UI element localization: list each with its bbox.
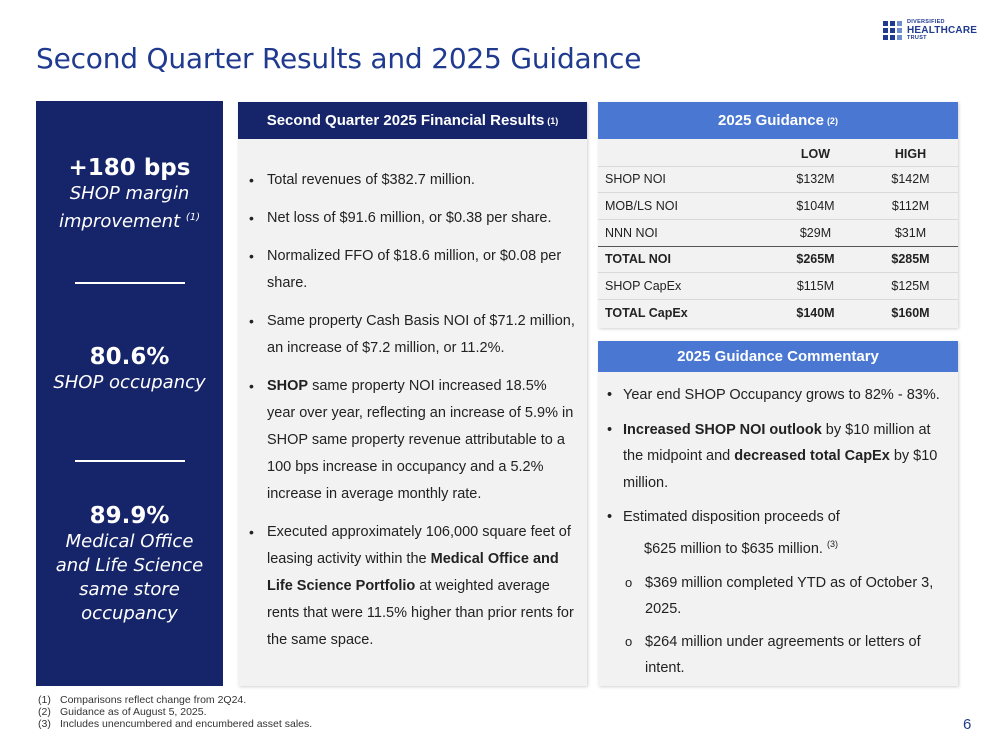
financial-results-header: Second Quarter 2025 Financial Results (1) [238, 102, 587, 139]
page-title: Second Quarter Results and 2025 Guidance [36, 42, 642, 75]
column-header-high: HIGH [894, 146, 927, 161]
list-item: SHOP same property NOI increased 18.5% y… [247, 373, 575, 508]
footnote: (3) Includes unencumbered and encumbered … [38, 718, 313, 730]
kpi-value: +180 bps [68, 155, 191, 181]
list-subitem: $369 million completed YTD as of October… [602, 570, 948, 623]
table-row-total: TOTAL NOI $265M $285M [598, 245, 958, 273]
logo-text-line1: DIVERSIFIED [907, 19, 945, 25]
guidance-header: 2025 Guidance (2) [598, 102, 958, 139]
list-item: Estimated disposition proceeds of$625 mi… [602, 504, 948, 562]
list-item: Total revenues of $382.7 million. [247, 167, 575, 194]
kpi-shop-occupancy: 80.6% SHOP occupancy [36, 343, 223, 395]
page-number: 6 [963, 716, 972, 733]
table-row: SHOP CapEx $115M $125M [598, 272, 958, 300]
table-row-total: TOTAL CapEx $140M $160M [598, 298, 958, 327]
list-item: Executed approximately 106,000 square fe… [247, 519, 575, 654]
logo-text-line2: HEALTHCARE [907, 24, 978, 36]
table-row: SHOP NOI $132M $142M [598, 165, 958, 193]
kpi-panel: +180 bps SHOP margin improvement (1) 80.6… [36, 101, 223, 686]
kpi-description: SHOP occupancy [53, 372, 206, 393]
financial-results-panel: Second Quarter 2025 Financial Results (1)… [238, 102, 587, 686]
guidance-panel: 2025 Guidance (2) LOW HIGH SHOP NOI $132M $… [598, 102, 958, 328]
list-subitem: $264 million under agreements or letters… [602, 629, 948, 682]
guidance-commentary-list: Year end SHOP Occupancy grows to 82% - 8… [598, 372, 958, 682]
kpi-mob-occupancy: 89.9% Medical Office and Life Science same… [36, 502, 223, 626]
table-row: MOB/LS NOI $104M $112M [598, 192, 958, 220]
company-logo: DIVERSIFIED HEALTHCARE TRUST [883, 19, 978, 41]
kpi-divider [75, 282, 185, 284]
guidance-commentary-header: 2025 Guidance Commentary [598, 341, 958, 372]
kpi-description: SHOP margin improvement (1) [58, 183, 201, 232]
kpi-description: Medical Office and Life Science same store… [55, 531, 204, 624]
kpi-divider [75, 460, 185, 462]
kpi-value: 89.9% [89, 503, 170, 529]
footnote: (1) Comparisons reflect change from 2Q24. [38, 694, 247, 706]
column-header-low: LOW [800, 146, 831, 161]
guidance-table: LOW HIGH SHOP NOI $132M $142M MOB/LS NOI $1… [598, 139, 958, 327]
logo-text-line3: TRUST [907, 34, 927, 41]
financial-results-list: Total revenues of $382.7 million. Net lo… [238, 139, 587, 654]
table-row: NNN NOI $29M $31M [598, 218, 958, 247]
list-item: Normalized FFO of $18.6 million, or $0.0… [247, 243, 575, 297]
logo-grid-icon [883, 21, 902, 40]
list-item: Year end SHOP Occupancy grows to 82% - 8… [602, 382, 948, 409]
footnotes: (1) Comparisons reflect change from 2Q24.… [38, 694, 312, 730]
kpi-shop-margin: +180 bps SHOP margin improvement (1) [36, 154, 223, 234]
guidance-commentary-panel: 2025 Guidance Commentary Year end SHOP O… [598, 341, 958, 686]
footnote: (2) Guidance as of August 5, 2025. [38, 706, 207, 718]
list-item: Increased SHOP NOI outlook by $10 millio… [602, 417, 948, 497]
list-item: Net loss of $91.6 million, or $0.38 per … [247, 205, 575, 232]
kpi-value: 80.6% [89, 344, 170, 370]
list-item: Same property Cash Basis NOI of $71.2 mi… [247, 308, 575, 362]
